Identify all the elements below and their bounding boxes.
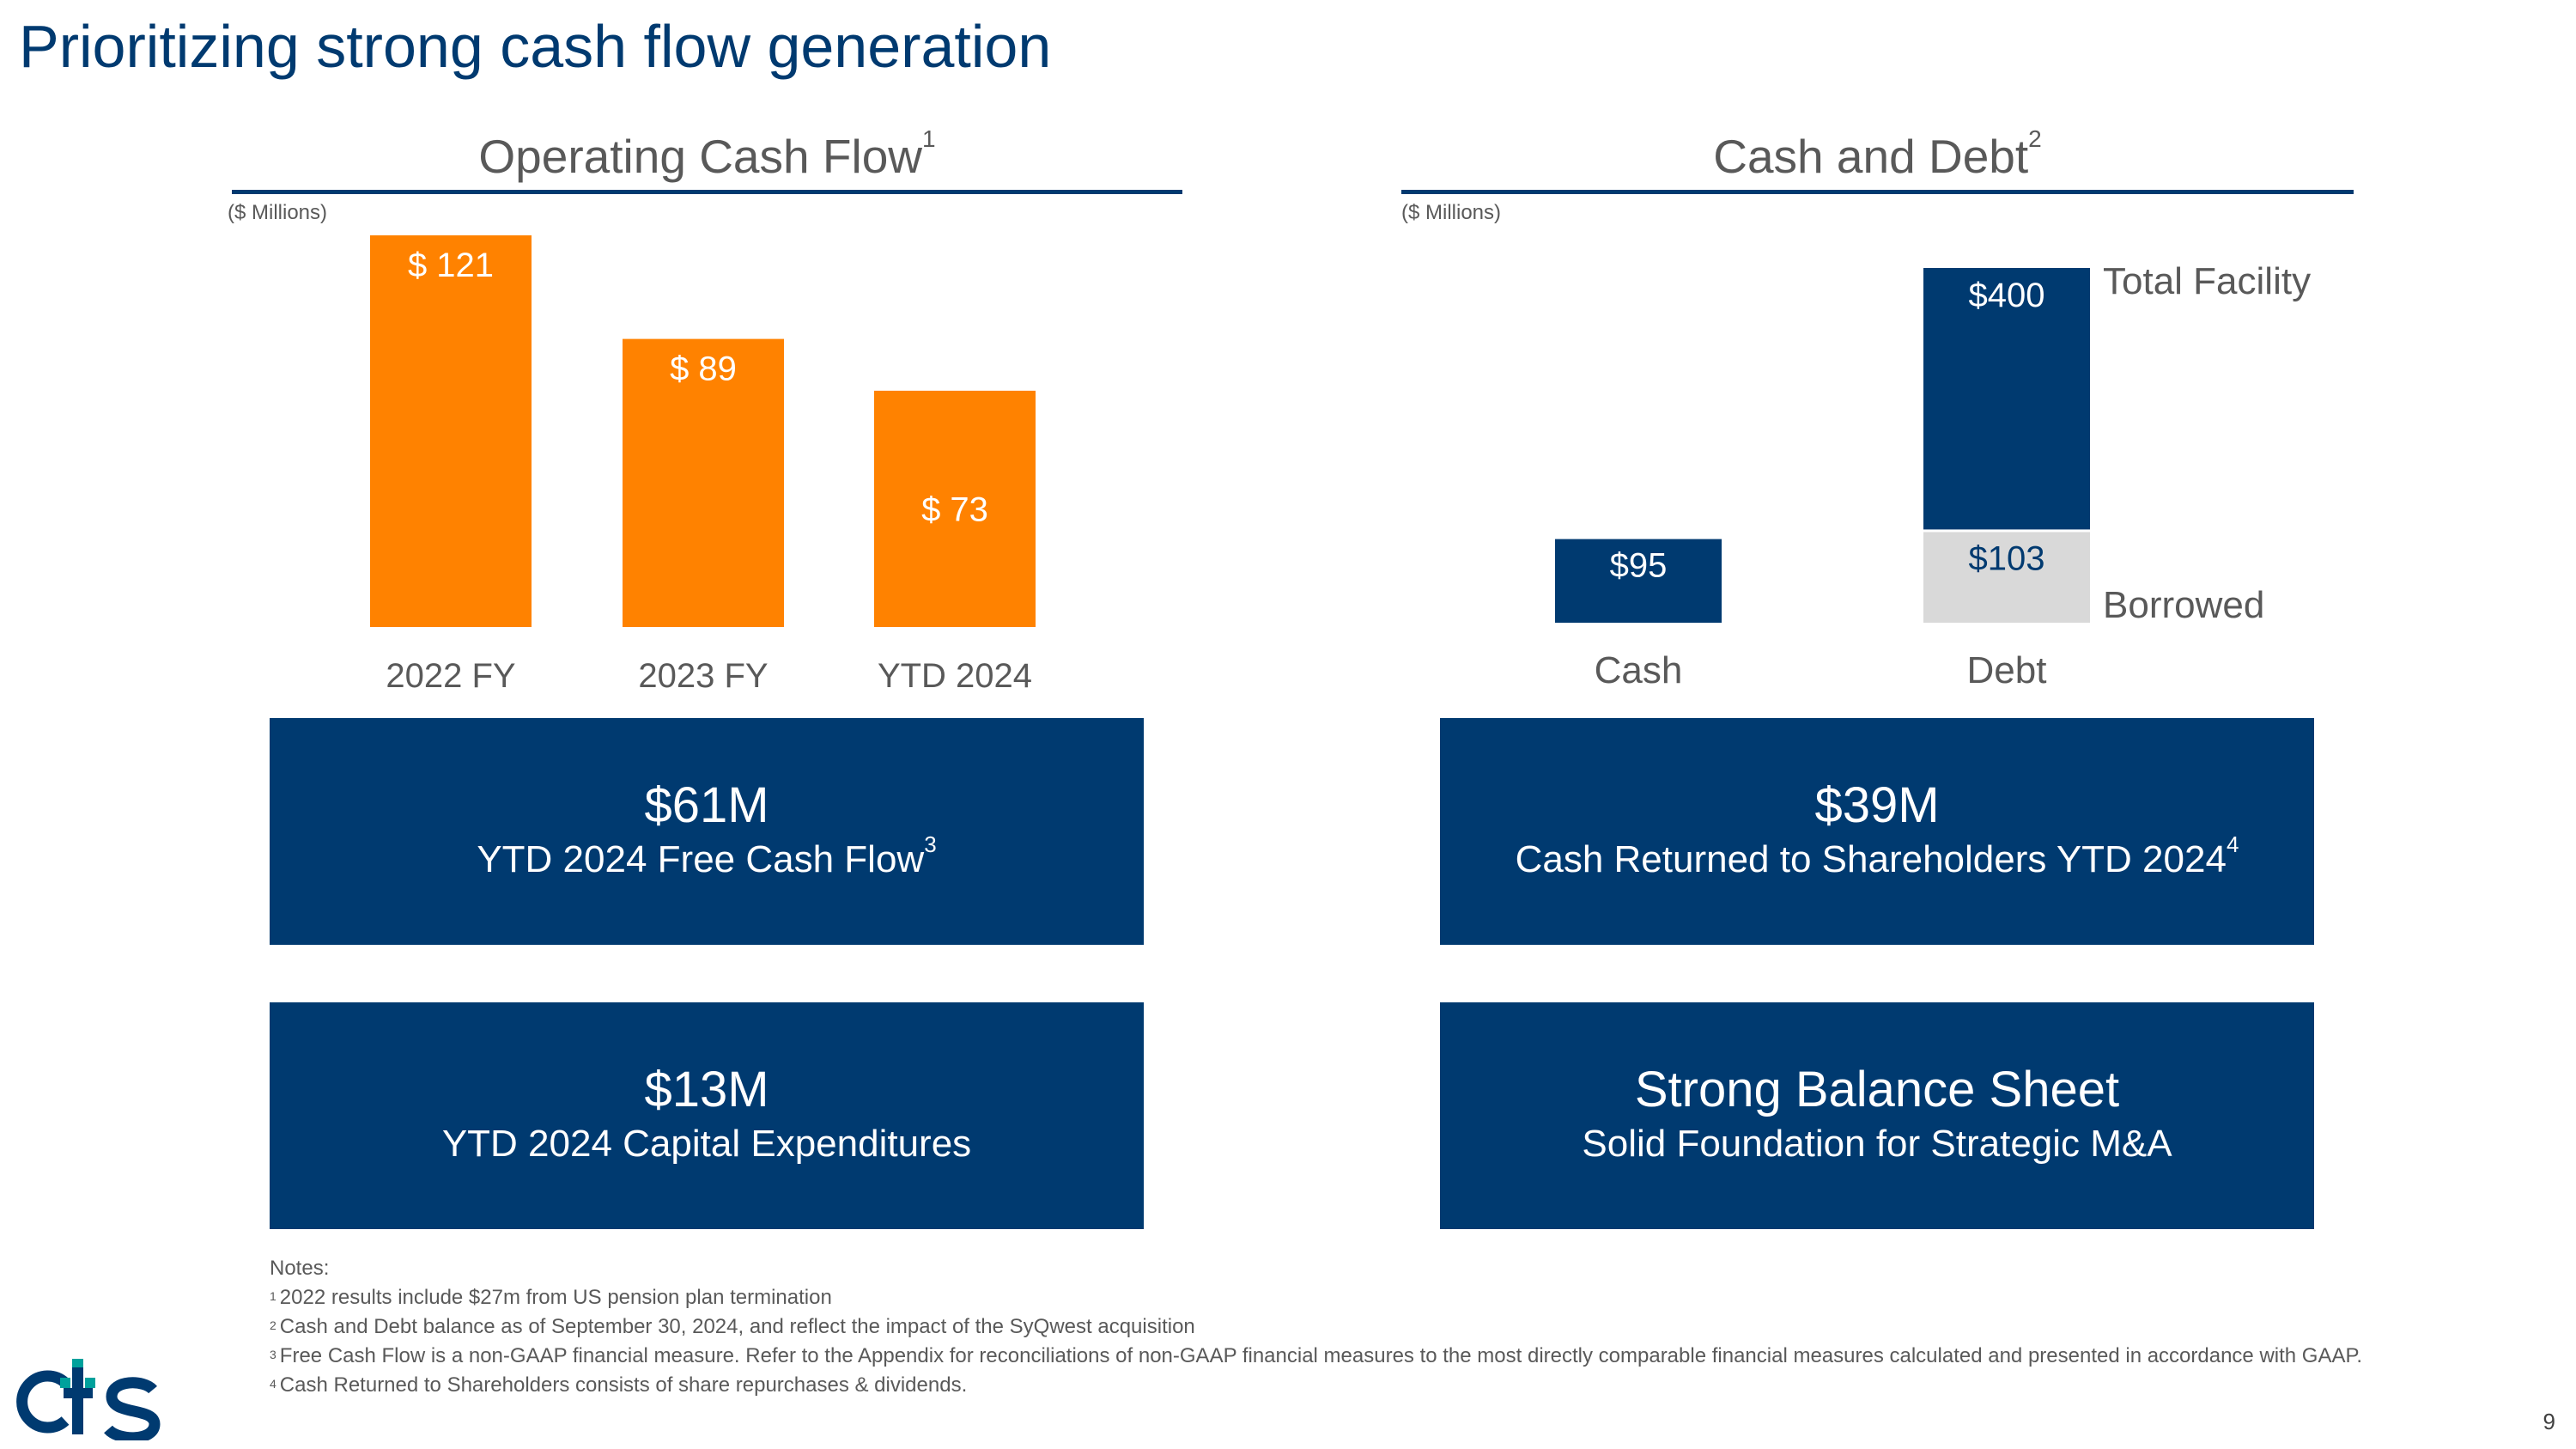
free-cash-flow-box: $61M YTD 2024 Free Cash Flow3	[270, 718, 1144, 945]
footnote-4-text: Cash Returned to Shareholders consists o…	[279, 1373, 968, 1397]
free-cash-flow-footnote: 3	[924, 831, 937, 857]
cd-x-tick-debt: Debt	[1967, 649, 2047, 691]
cash-debt-title-footnote: 2	[2028, 125, 2042, 152]
cd-bar-debt-lower	[1923, 532, 2090, 623]
capex-value: $13M	[644, 1062, 769, 1117]
ocf-bar-2022-fy	[370, 235, 532, 627]
footnote-2-number: 2	[270, 1318, 276, 1332]
cash-debt-bar-chart: $95 Cash $103 $400 Total Facility Borrowed Deb…	[1555, 260, 2311, 691]
capex-box: $13M YTD 2024 Capital Expenditures	[270, 1002, 1144, 1229]
footnote-1-text: 2022 results include $27m from US pensio…	[279, 1286, 832, 1309]
footnote-4: 4 Cash Returned to Shareholders consists …	[270, 1371, 2362, 1400]
free-cash-flow-text: YTD 2024 Free Cash Flow	[477, 838, 925, 880]
cash-debt-title-rule	[1401, 190, 2354, 194]
cd-x-tick-cash: Cash	[1595, 649, 1683, 691]
ocf-x-tick-2023-fy: 2023 FY	[638, 657, 768, 695]
ocf-data-label-ytd-2024: $ 73	[921, 490, 988, 528]
cd-series-label-borrowed: Borrowed	[2103, 584, 2264, 626]
cts-logo	[16, 1359, 161, 1440]
ocf-data-label-2023-fy: $ 89	[670, 350, 737, 388]
cash-returned-box: $39M Cash Returned to Shareholders YTD 2…	[1440, 718, 2314, 945]
ocf-bar-2023-fy	[623, 338, 784, 627]
ocf-bar-ytd-2024	[874, 390, 1036, 627]
cd-data-label-cash-lower: $95	[1610, 547, 1668, 585]
cash-debt-chart-title: Cash and Debt2	[1401, 125, 2354, 184]
cash-returned-text: Cash Returned to Shareholders YTD 2024	[1515, 838, 2227, 880]
cd-series-label-total-facility: Total Facility	[2103, 260, 2311, 302]
ocf-chart-title: Operating Cash Flow1	[232, 125, 1182, 184]
footnote-2: 2 Cash and Debt balance as of September 3…	[270, 1312, 2362, 1342]
ocf-data-label-2022-fy: $ 121	[408, 247, 494, 284]
cash-returned-footnote: 4	[2226, 831, 2239, 857]
balance-sheet-box: Strong Balance Sheet Solid Foundation fo…	[1440, 1002, 2314, 1229]
ocf-title-rule	[232, 190, 1182, 194]
ocf-x-tick-2022-fy: 2022 FY	[386, 657, 515, 695]
page-number: 9	[2543, 1409, 2555, 1434]
footnote-3-text: Free Cash Flow is a non-GAAP financial m…	[279, 1344, 2363, 1367]
cd-data-label-debt-lower: $103	[1969, 539, 2045, 577]
cash-debt-units-label: ($ Millions)	[1401, 201, 1502, 224]
ocf-x-tick-ytd-2024: YTD 2024	[878, 657, 1032, 695]
cash-returned-value: $39M	[1814, 777, 1940, 833]
free-cash-flow-label: YTD 2024 Free Cash Flow3	[270, 831, 1144, 881]
cd-data-label-debt-upper: $400	[1969, 277, 2045, 314]
cash-returned-label: Cash Returned to Shareholders YTD 20244	[1440, 831, 2314, 881]
free-cash-flow-value: $61M	[644, 777, 769, 833]
ocf-units-label: ($ Millions)	[228, 201, 328, 224]
cd-bar-debt-upper	[1923, 268, 2090, 530]
balance-sheet-heading: Strong Balance Sheet	[1634, 1062, 2120, 1117]
notes-heading: Notes:	[270, 1257, 330, 1280]
cash-debt-title-text: Cash and Debt	[1713, 130, 2029, 183]
footnote-3: 3 Free Cash Flow is a non-GAAP financial …	[270, 1342, 2362, 1371]
cd-bar-cash-lower	[1555, 539, 1722, 623]
balance-sheet-subtext: Solid Foundation for Strategic M&A	[1582, 1123, 2172, 1165]
footnote-1: 1 2022 results include $27m from US pensi…	[270, 1283, 2362, 1312]
footnote-2-text: Cash and Debt balance as of September 30…	[279, 1315, 1195, 1338]
page-title: Prioritizing strong cash flow generation	[19, 13, 1052, 80]
footnote-4-number: 4	[270, 1377, 276, 1391]
ocf-title-footnote: 1	[922, 125, 936, 152]
footnotes: Notes: 1 2022 results include $27m from U…	[270, 1254, 2362, 1400]
capex-label: YTD 2024 Capital Expenditures	[441, 1123, 972, 1165]
ocf-title-text: Operating Cash Flow	[478, 130, 923, 183]
footnote-3-number: 3	[270, 1348, 276, 1361]
footnote-1-number: 1	[270, 1289, 276, 1303]
ocf-bar-chart: $ 121 2022 FY $ 89 2023 FY $ 73 YTD 2024	[370, 235, 1036, 695]
